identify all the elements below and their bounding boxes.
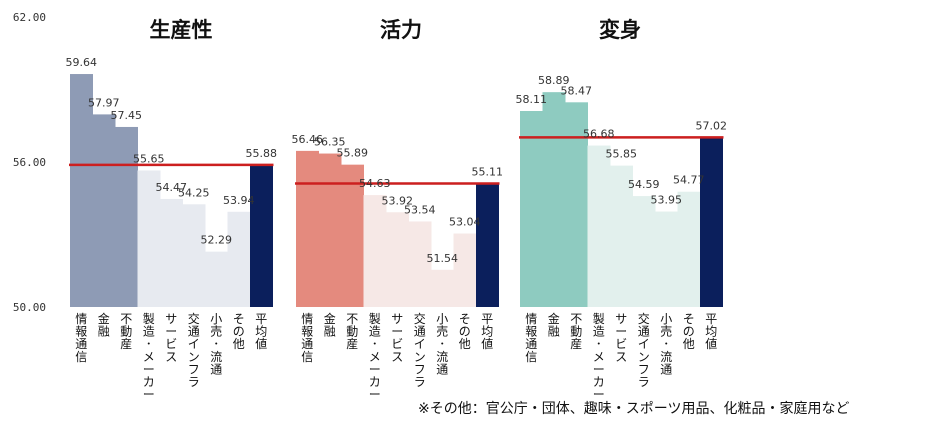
category-label: 情報通信: [75, 312, 87, 364]
bar-2-3: [341, 164, 364, 307]
bar-3-2: [542, 92, 566, 308]
data-label: 52.29: [201, 234, 233, 247]
data-label: 56.46: [292, 133, 324, 146]
data-label: 55.85: [606, 148, 638, 161]
category-label: 交通インフラ: [188, 311, 200, 389]
data-label: 54.59: [628, 178, 660, 191]
category-label: 小売･流通: [436, 312, 448, 376]
data-label: 51.54: [427, 252, 459, 265]
category-label: 不動産: [120, 312, 132, 351]
bar-2-2: [318, 153, 342, 307]
data-label: 54.47: [156, 181, 188, 194]
bar-1-2: [92, 114, 116, 308]
data-label: 53.95: [651, 194, 683, 207]
category-label: 平均値: [481, 312, 493, 351]
bar-1-8: [227, 211, 251, 307]
data-label: 55.11: [472, 166, 504, 179]
category-label: 情報通信: [525, 312, 537, 364]
bar-2-4: [363, 195, 387, 307]
data-label: 55.65: [133, 152, 165, 165]
data-label: 53.54: [404, 203, 436, 216]
data-label: 55.89: [337, 147, 369, 160]
bar-1-4: [137, 170, 161, 307]
category-label: 金融: [548, 311, 560, 339]
bar-3-5: [610, 165, 633, 307]
bar-3-6: [632, 196, 656, 307]
bar-2-8: [453, 233, 477, 307]
bar-3-1: [520, 111, 543, 307]
category-label: 小売･流通: [210, 312, 222, 376]
category-label: その他: [683, 312, 695, 351]
bar-2-6: [408, 221, 432, 307]
bar-2-7: [431, 269, 454, 307]
data-label: 53.04: [449, 216, 481, 229]
data-label: 58.47: [561, 84, 593, 97]
category-label: サービス: [615, 312, 627, 364]
category-label: 交通インフラ: [638, 311, 650, 389]
data-label: 57.02: [696, 119, 728, 132]
panel-title: 活力: [380, 18, 422, 42]
category-label: 製造･メーカー: [593, 312, 605, 402]
category-label: 金融: [324, 311, 336, 339]
bar-3-9: [700, 137, 723, 307]
data-label: 56.68: [583, 128, 615, 141]
category-label: その他: [459, 312, 471, 351]
bar-2-1: [296, 150, 319, 307]
category-label: サービス: [391, 312, 403, 364]
bar-1-7: [205, 251, 228, 307]
bar-1-5: [160, 198, 183, 307]
bar-3-4: [587, 145, 611, 307]
category-label: その他: [233, 312, 245, 351]
data-label: 55.88: [246, 147, 278, 160]
data-label: 53.92: [382, 194, 414, 207]
bar-1-1: [70, 74, 93, 308]
category-label: 平均値: [705, 312, 717, 351]
bar-2-9: [476, 183, 499, 307]
data-label: 53.94: [223, 194, 255, 207]
panel-title: 変身: [599, 18, 641, 42]
footnote: ※その他：官公庁・団体、趣味・スポーツ用品、化粧品・家庭用など: [418, 401, 850, 417]
y-tick-label: 50.00: [13, 301, 46, 314]
data-label: 57.97: [88, 96, 120, 109]
bar-3-7: [655, 211, 678, 307]
data-label: 54.25: [178, 186, 210, 199]
data-label: 58.11: [516, 93, 548, 106]
data-label: 56.35: [314, 136, 346, 149]
data-label: 57.45: [111, 109, 143, 122]
category-label: 交通インフラ: [414, 311, 426, 389]
category-label: 小売･流通: [660, 312, 672, 376]
category-label: 製造･メーカー: [369, 312, 381, 402]
data-label: 54.77: [673, 174, 705, 187]
bar-1-9: [250, 164, 273, 307]
category-label: 不動産: [346, 312, 358, 351]
y-tick-label: 62.00: [13, 11, 46, 24]
category-label: 金融: [98, 311, 110, 339]
data-label: 54.63: [359, 177, 391, 190]
y-tick-label: 56.00: [13, 156, 46, 169]
category-label: 平均値: [255, 312, 267, 351]
bar-2-5: [386, 212, 409, 307]
bar-1-6: [182, 204, 206, 307]
panel-title: 生産性: [150, 18, 213, 42]
category-label: 製造･メーカー: [143, 312, 155, 402]
category-label: 情報通信: [301, 312, 313, 364]
data-label: 58.89: [538, 74, 570, 87]
bar-1-3: [115, 126, 138, 307]
bar-3-8: [677, 191, 701, 307]
category-label: サービス: [165, 312, 177, 364]
data-label: 59.64: [66, 56, 98, 69]
category-label: 不動産: [570, 312, 582, 351]
bar-3-3: [565, 102, 588, 307]
